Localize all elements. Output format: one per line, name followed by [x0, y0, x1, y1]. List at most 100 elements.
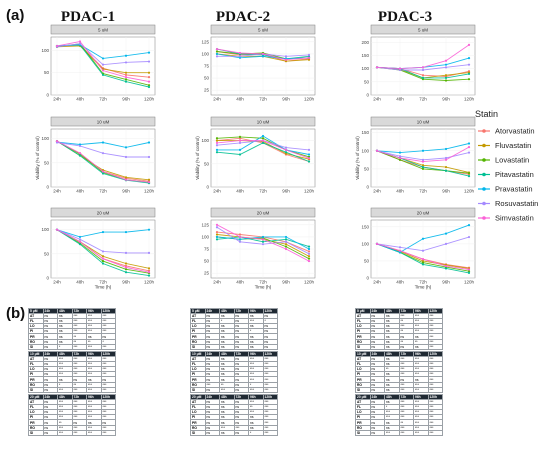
- table-header-row: 5 μM 24h 48h 72h 96h 120h: [28, 307, 116, 315]
- data-point: [398, 67, 402, 70]
- data-point: [78, 240, 82, 243]
- facet-strip: [370, 207, 476, 218]
- panel-pdac-2-0: 5 uM 25 50 75 100 125 24h 48h 72h 96h 120h: [201, 24, 316, 102]
- table-cell: ns: [384, 343, 400, 350]
- data-point: [467, 146, 471, 149]
- data-point: [421, 259, 425, 263]
- table-cell: ***: [100, 386, 116, 393]
- data-point: [284, 245, 288, 248]
- data-point: [55, 44, 59, 48]
- legend-key-point: [482, 172, 486, 177]
- x-tick-label: 96h: [282, 280, 290, 285]
- data-point: [215, 47, 219, 51]
- table-row: PR ns ns ns ns ns: [28, 376, 116, 383]
- facet-strip: [50, 116, 156, 127]
- table-header-row: 20 μM 24h 48h 72h 96h 120h: [190, 393, 278, 401]
- table-pdac3-20um: 20 μM 24h 48h 72h 96h 120h AT ns ns *** *** *** FL ns…: [355, 393, 443, 436]
- table-row-label: SI: [190, 429, 206, 436]
- data-point: [421, 164, 425, 167]
- data-point: [215, 50, 219, 53]
- y-tick-label: 75: [204, 247, 210, 252]
- facet-strip-label: 10 uM: [257, 120, 270, 125]
- data-point: [284, 247, 288, 251]
- x-axis-label: Time (h): [95, 285, 112, 290]
- panel-pdac-2-2: 20 uM 25 50 75 100 125 24h 48h 72h 96h 120h Time (h…: [201, 207, 316, 290]
- table-cell: ns: [219, 343, 235, 350]
- data-point: [101, 57, 105, 60]
- data-point: [124, 80, 128, 83]
- x-tick-label: 48h: [396, 280, 404, 285]
- x-tick-label: 72h: [419, 97, 427, 102]
- panel-pdac-2-1: 10 uM 0 50 100 24h 48h 72h 96h 120h Viability (% …: [195, 116, 316, 194]
- data-point: [467, 56, 471, 60]
- data-point: [261, 139, 265, 142]
- data-point: [215, 148, 219, 151]
- data-point: [398, 156, 402, 160]
- table-header-row: 20 μM 24h 48h 72h 96h 120h: [28, 393, 116, 401]
- table-cell: ***: [398, 386, 414, 393]
- panel-pdac-1-2: 20 uM 0 50 100 24h 48h 72h 96h 120h Time (h): [41, 207, 156, 290]
- data-point: [421, 66, 425, 69]
- x-tick-label: 48h: [236, 280, 244, 285]
- data-point: [238, 139, 242, 142]
- data-point: [307, 250, 311, 253]
- y-tick-label: 25: [204, 271, 210, 276]
- data-point: [124, 230, 128, 234]
- data-point: [147, 80, 151, 83]
- y-tick-label: 0: [46, 93, 49, 98]
- data-point: [444, 264, 448, 268]
- data-point: [284, 243, 288, 246]
- data-point: [421, 167, 425, 170]
- table-row: LO ns ns ns ns ns: [190, 323, 278, 330]
- data-point: [147, 85, 151, 89]
- column-title-pdac1: PDAC-1: [61, 9, 115, 25]
- y-tick-label: 100: [201, 138, 209, 143]
- data-point: [307, 247, 311, 251]
- table-cell: ***: [427, 429, 443, 436]
- y-tick-label: 100: [361, 66, 369, 71]
- data-point: [238, 235, 242, 239]
- data-point: [467, 175, 471, 178]
- legend-items: Atorvastatin Fluvastatin Lovastatin Pitavas…: [478, 127, 538, 223]
- x-tick-label: 24h: [213, 97, 221, 102]
- table-row-label: SI: [190, 386, 206, 393]
- data-point: [467, 151, 471, 154]
- x-tick-label: 120h: [144, 280, 155, 285]
- y-tick-label: 50: [44, 160, 50, 165]
- y-tick-label: 150: [361, 224, 369, 229]
- y-tick-label: 50: [44, 70, 50, 75]
- table-cell: ns: [204, 343, 220, 350]
- data-point: [101, 255, 105, 258]
- data-point: [421, 237, 425, 240]
- data-point: [147, 251, 151, 254]
- facet-strip-label: 20 uM: [97, 211, 110, 216]
- data-point: [215, 55, 219, 58]
- y-tick-label: 50: [204, 259, 210, 264]
- facet-strip: [370, 116, 476, 127]
- table-cell: ns: [369, 386, 385, 393]
- table-cell: ***: [57, 386, 73, 393]
- data-point: [444, 267, 448, 270]
- data-point: [215, 144, 219, 147]
- x-tick-label: 24h: [373, 189, 381, 194]
- y-tick-label: 50: [364, 166, 370, 171]
- x-tick-label: 72h: [99, 189, 107, 194]
- data-point: [147, 155, 151, 159]
- legend-item-fluvastatin: Fluvastatin: [478, 141, 531, 150]
- table-row: AT ns ns *** *** ***: [355, 313, 443, 320]
- data-point: [284, 148, 288, 151]
- facet-strip: [50, 207, 156, 218]
- y-tick-label: 100: [41, 227, 49, 232]
- table-pdac1-20um: 20 μM 24h 48h 72h 96h 120h AT ns *** *** *** *** FL n…: [28, 393, 116, 436]
- facet-strip-label: 10 uM: [97, 120, 110, 125]
- x-tick-label: 48h: [76, 97, 84, 102]
- legend-label: Atorvastatin: [495, 127, 535, 136]
- table-pdac2-5um: 5 μM 24h 48h 72h 96h 120h AT ns ns ns ns ns FL ns * ns *…: [190, 307, 278, 350]
- table-row: SI ns * *** *** ***: [28, 343, 116, 350]
- data-point: [147, 274, 151, 277]
- table-cell: ***: [248, 386, 264, 393]
- x-tick-label: 96h: [122, 97, 130, 102]
- data-point: [101, 170, 105, 173]
- x-tick-label: 24h: [53, 97, 61, 102]
- table-row: SI ns ns ns ns ns: [190, 343, 278, 350]
